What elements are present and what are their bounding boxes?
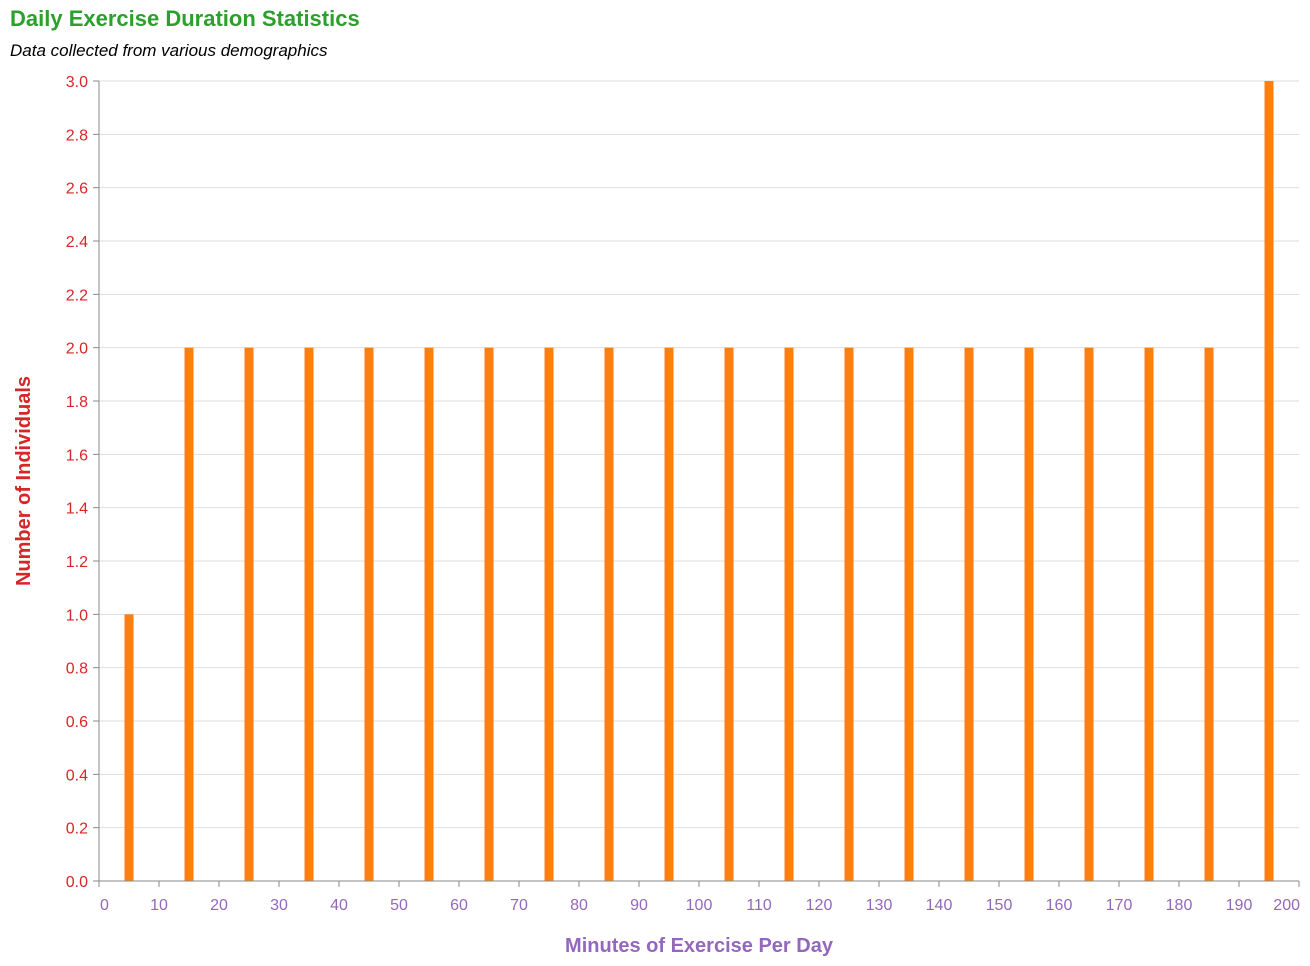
- histogram-bar: [904, 347, 914, 882]
- y-tick-label: 2.2: [66, 287, 88, 304]
- y-tick-label: 2.0: [66, 341, 88, 358]
- x-tick-label: 70: [510, 897, 528, 914]
- y-tick-label: 2.8: [66, 127, 88, 144]
- x-tick-label: 170: [1106, 897, 1133, 914]
- y-tick-label: 0.0: [66, 874, 88, 891]
- x-tick-label: 10: [150, 897, 168, 914]
- histogram-bar: [1204, 347, 1214, 882]
- histogram-bar: [424, 347, 434, 882]
- x-tick-label: 0: [100, 897, 109, 914]
- y-tick-label: 1.6: [66, 447, 88, 464]
- x-tick-label: 40: [330, 897, 348, 914]
- y-tick-label: 1.8: [66, 394, 88, 411]
- x-tick-label: 130: [866, 897, 893, 914]
- x-tick-label: 90: [630, 897, 648, 914]
- histogram-bar: [724, 347, 734, 882]
- chart-title: Daily Exercise Duration Statistics: [10, 6, 360, 31]
- x-tick-label: 200: [1273, 897, 1300, 914]
- x-tick-label: 20: [210, 897, 228, 914]
- histogram-bar: [664, 347, 674, 882]
- histogram-bar: [1024, 347, 1034, 882]
- y-tick-label: 0.2: [66, 821, 88, 838]
- x-tick-label: 190: [1226, 897, 1253, 914]
- x-tick-label: 30: [270, 897, 288, 914]
- y-tick-label: 2.6: [66, 181, 88, 198]
- y-tick-label: 1.0: [66, 607, 88, 624]
- y-tick-label: 0.4: [66, 767, 88, 784]
- histogram-bar: [124, 614, 134, 881]
- gridlines: [99, 80, 1299, 882]
- histogram-bar: [784, 347, 794, 882]
- histogram-bar: [544, 347, 554, 882]
- y-tick-label: 0.8: [66, 661, 88, 678]
- x-tick-label: 180: [1166, 897, 1193, 914]
- x-tick-label: 60: [450, 897, 468, 914]
- x-tick-label: 120: [806, 897, 833, 914]
- x-tick-label: 50: [390, 897, 408, 914]
- histogram-bar: [244, 347, 254, 882]
- axes: 0.0 0.2 0.4 0.6 0.8 1.0 1.2 1.4 1.6 1.8 2.0 2.2 2.4 2…: [66, 74, 1300, 914]
- y-tick-label: 0.6: [66, 714, 88, 731]
- histogram-bar: [484, 347, 494, 882]
- histogram-bar: [964, 347, 974, 882]
- x-tick-label: 110: [746, 897, 772, 914]
- x-axis-title: Minutes of Exercise Per Day: [565, 935, 834, 957]
- y-tick-label: 2.4: [66, 234, 88, 251]
- x-tick-label: 160: [1046, 897, 1073, 914]
- histogram-bar: [1084, 347, 1094, 882]
- bars: [124, 81, 1274, 882]
- x-tick-label: 100: [686, 897, 713, 914]
- y-tick-label: 1.2: [66, 554, 88, 571]
- histogram-bar: [604, 347, 614, 882]
- histogram-bar: [364, 347, 374, 882]
- y-tick-label: 1.4: [66, 501, 88, 518]
- chart-subtitle: Data collected from various demographics: [10, 41, 328, 60]
- x-tick-label: 140: [926, 897, 953, 914]
- histogram-bar: [304, 347, 314, 882]
- histogram-bar: [844, 347, 854, 882]
- y-axis-title: Number of Individuals: [13, 376, 35, 586]
- y-tick-label: 3.0: [66, 74, 88, 91]
- x-tick-label: 80: [570, 897, 588, 914]
- histogram-bar: [1144, 347, 1154, 882]
- x-tick-label: 150: [986, 897, 1013, 914]
- histogram-bar: [184, 347, 194, 882]
- histogram-bar: [1264, 81, 1274, 881]
